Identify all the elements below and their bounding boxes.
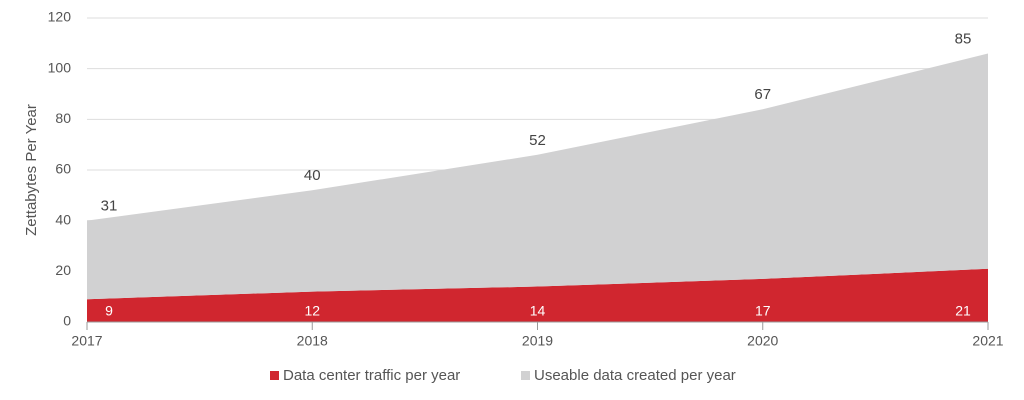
value-label: 12 bbox=[304, 303, 320, 319]
y-tick-label: 120 bbox=[48, 9, 72, 25]
legend-swatch bbox=[270, 371, 279, 380]
x-tick-label: 2018 bbox=[297, 333, 328, 349]
y-axis-label: Zettabytes Per Year bbox=[23, 104, 40, 236]
y-tick-label: 40 bbox=[55, 211, 71, 227]
x-tick-label: 2017 bbox=[71, 333, 102, 349]
y-tick-label: 60 bbox=[55, 161, 71, 177]
y-tick-label: 20 bbox=[55, 262, 71, 278]
value-label: 85 bbox=[955, 30, 972, 47]
value-label: 52 bbox=[529, 132, 546, 149]
y-tick-label: 100 bbox=[48, 59, 72, 75]
area bbox=[87, 53, 988, 300]
value-label: 14 bbox=[530, 303, 546, 319]
value-label: 67 bbox=[754, 86, 771, 103]
y-tick-label: 0 bbox=[63, 313, 71, 329]
x-tick-label: 2020 bbox=[747, 333, 778, 349]
value-label: 17 bbox=[755, 303, 771, 319]
value-label: 31 bbox=[101, 198, 118, 215]
value-label: 21 bbox=[955, 303, 971, 319]
value-label: 9 bbox=[105, 303, 113, 319]
value-label: 40 bbox=[304, 167, 321, 184]
legend-swatch bbox=[521, 371, 530, 380]
legend-label: Useable data created per year bbox=[534, 367, 736, 384]
area bbox=[87, 268, 988, 322]
x-tick-label: 2021 bbox=[972, 333, 1003, 349]
legend-label: Data center traffic per year bbox=[283, 367, 460, 384]
y-tick-label: 80 bbox=[55, 110, 71, 126]
x-tick-label: 2019 bbox=[522, 333, 553, 349]
